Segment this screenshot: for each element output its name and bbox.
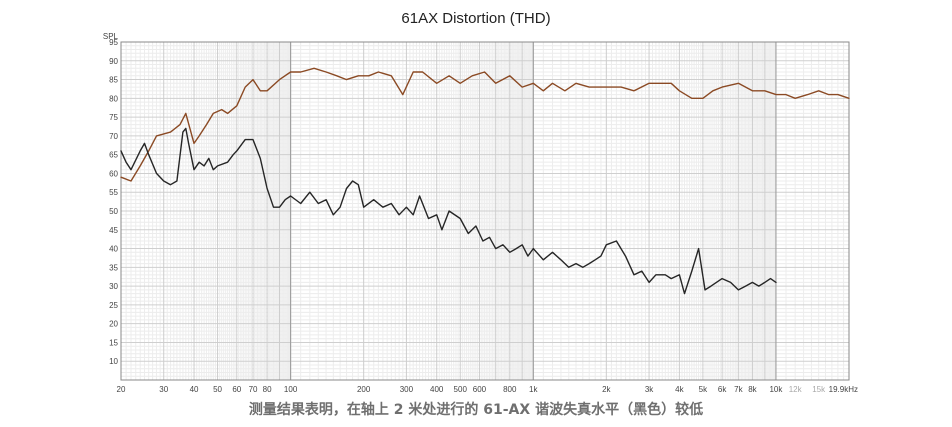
y-tick-label: 40 [109, 245, 118, 254]
y-tick-label: 20 [109, 320, 118, 329]
x-tick-label: 8k [748, 385, 757, 394]
y-tick-label: 45 [109, 226, 118, 235]
x-tick-label: 60 [232, 385, 241, 394]
y-tick-label: 55 [109, 188, 118, 197]
x-tick-label: 100 [284, 385, 298, 394]
x-tick-label: 400 [430, 385, 444, 394]
y-tick-label: 30 [109, 282, 118, 291]
y-axis: 10 15 20 25 30 35 40 45 50 55 60 65 70 75 80 85 90 95 [109, 38, 118, 366]
x-tick-label: 1k [529, 385, 538, 394]
y-tick-label: 15 [109, 338, 118, 347]
y-tick-label: 65 [109, 151, 118, 160]
y-tick-label: 75 [109, 113, 118, 122]
y-tick-label: 95 [109, 38, 118, 47]
y-tick-label: 90 [109, 57, 118, 66]
x-tick-label: 5k [699, 385, 708, 394]
x-tick-label: 500 [454, 385, 468, 394]
series-line-response [120, 67, 850, 182]
y-tick-label: 85 [109, 76, 118, 85]
x-axis: 20 30 40 50 60 70 80 100 200 300 400 500 600 800 1k 2k 3… [117, 385, 858, 394]
y-tick-label: 35 [109, 263, 118, 272]
x-tick-label: 20 [117, 385, 126, 394]
y-tick-label: 70 [109, 132, 118, 141]
x-tick-label: 600 [473, 385, 487, 394]
y-tick-label: 25 [109, 301, 118, 310]
x-tick-label: 4k [675, 385, 684, 394]
x-tick-label: 10k [769, 385, 783, 394]
caption: 测量结果表明，在轴上 2 米处进行的 61-AX 谐波失真水平（黑色）较低 [248, 402, 704, 418]
x-tick-label: 40 [190, 385, 199, 394]
x-tick-label: 6k [718, 385, 727, 394]
x-tick-label: 800 [503, 385, 517, 394]
x-tick-label: 300 [400, 385, 414, 394]
series-line-thd [120, 127, 777, 295]
x-tick-label: 7k [734, 385, 743, 394]
x-tick-label: 12k [789, 385, 803, 394]
chart-title: 61AX Distortion (THD) [401, 10, 551, 27]
y-axis-label: SPL [103, 32, 119, 41]
series-layer [120, 67, 850, 295]
x-tick-label: 3k [645, 385, 654, 394]
x-tick-label: 19.9kHz [829, 385, 858, 394]
y-tick-label: 10 [109, 357, 118, 366]
x-tick-label: 2k [602, 385, 611, 394]
x-tick-label: 80 [263, 385, 272, 394]
y-tick-label: 60 [109, 169, 118, 178]
plot-frame [120, 41, 850, 381]
x-tick-label: 50 [213, 385, 222, 394]
y-tick-label: 80 [109, 94, 118, 103]
x-tick-label: 15k [812, 385, 826, 394]
x-tick-label: 70 [249, 385, 258, 394]
x-tick-label: 30 [159, 385, 168, 394]
x-tick-label: 200 [357, 385, 371, 394]
y-tick-label: 50 [109, 207, 118, 216]
